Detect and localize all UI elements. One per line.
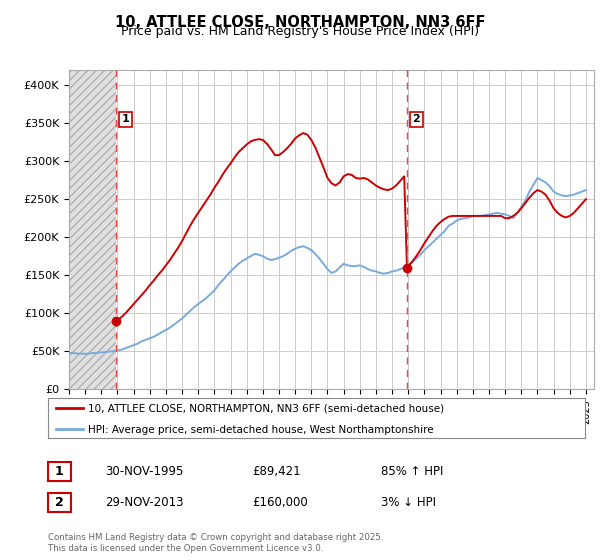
Text: Contains HM Land Registry data © Crown copyright and database right 2025.
This d: Contains HM Land Registry data © Crown c…	[48, 533, 383, 553]
Text: 1: 1	[122, 114, 130, 124]
Text: Price paid vs. HM Land Registry's House Price Index (HPI): Price paid vs. HM Land Registry's House …	[121, 25, 479, 38]
Text: 85% ↑ HPI: 85% ↑ HPI	[381, 465, 443, 478]
Text: 2: 2	[55, 496, 64, 509]
Text: HPI: Average price, semi-detached house, West Northamptonshire: HPI: Average price, semi-detached house,…	[88, 425, 434, 435]
Text: 1: 1	[55, 465, 64, 478]
Text: 30-NOV-1995: 30-NOV-1995	[105, 465, 184, 478]
Text: 2: 2	[412, 114, 420, 124]
Text: 29-NOV-2013: 29-NOV-2013	[105, 496, 184, 509]
Text: 10, ATTLEE CLOSE, NORTHAMPTON, NN3 6FF (semi-detached house): 10, ATTLEE CLOSE, NORTHAMPTON, NN3 6FF (…	[88, 404, 445, 413]
Text: £89,421: £89,421	[252, 465, 301, 478]
Text: 3% ↓ HPI: 3% ↓ HPI	[381, 496, 436, 509]
Text: 10, ATTLEE CLOSE, NORTHAMPTON, NN3 6FF: 10, ATTLEE CLOSE, NORTHAMPTON, NN3 6FF	[115, 15, 485, 30]
Bar	[69, 70, 116, 389]
Text: £160,000: £160,000	[252, 496, 308, 509]
